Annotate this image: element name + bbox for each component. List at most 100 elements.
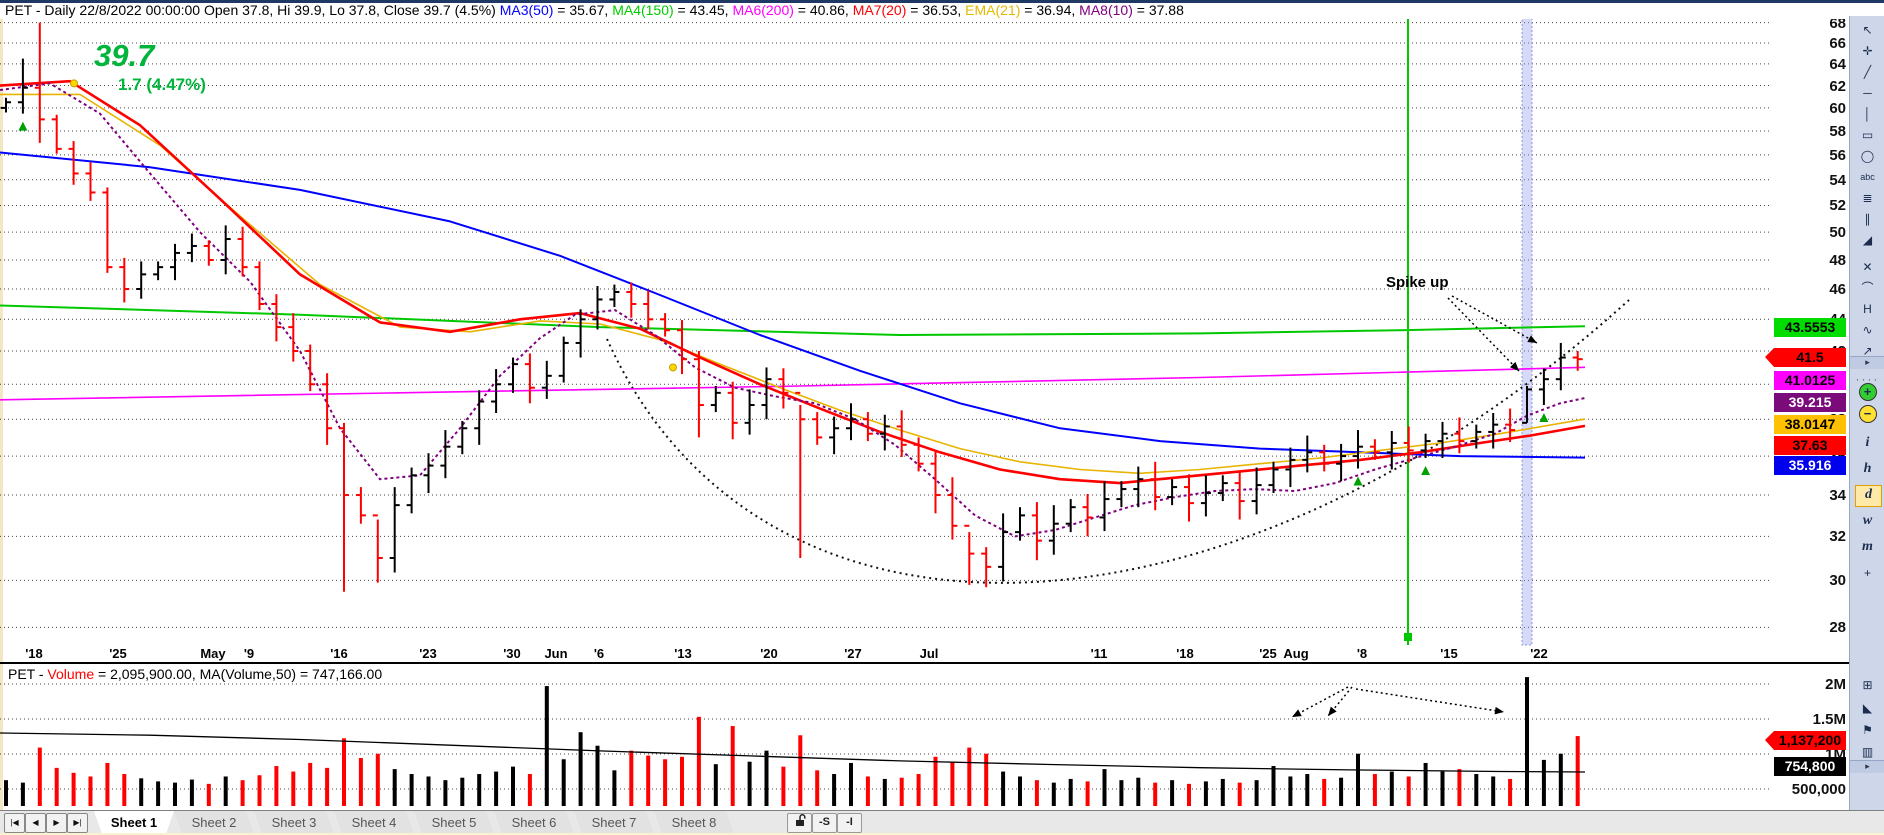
zoom-in-icon: +	[1858, 383, 1877, 401]
toolbar-channel-tool-icon[interactable]: ∥	[1864, 212, 1871, 226]
volume-header: PET - Volume = 2,095,900.00, MA(Volume,5…	[8, 666, 382, 682]
toolbar-arc-tool-icon[interactable]: ⌒	[1861, 281, 1874, 295]
toolbar-timeframe-hourly-button[interactable]: h	[1863, 461, 1872, 476]
price-tag: 41.5	[1765, 347, 1846, 367]
price-axis-label: 28	[1829, 619, 1846, 637]
toolbar-timeframe-monthly-button[interactable]: m	[1862, 539, 1873, 554]
title-segment: = 43.45,	[673, 2, 733, 18]
toolbar-timeframe-daily-button[interactable]: d	[1855, 485, 1882, 507]
tab-sheet-8[interactable]: Sheet 8	[654, 811, 734, 834]
price-axis-label: 46	[1829, 281, 1846, 298]
price-axis-label: 34	[1829, 487, 1846, 505]
price-axis-label: 48	[1829, 252, 1846, 269]
toolbar-trend-arrow-tool-icon[interactable]: ↗	[1862, 344, 1873, 358]
toolbar-histogram-tool-icon[interactable]: ▥	[1861, 745, 1874, 759]
toolbar-grid-tool-icon[interactable]: ⊞	[1862, 678, 1873, 692]
time-axis-label: '13	[674, 646, 692, 661]
title-segment: MA6(200)	[732, 2, 794, 18]
tab-sheet-2[interactable]: Sheet 2	[174, 811, 254, 834]
price-axis-label: 64	[1829, 55, 1846, 73]
price-tag: 41.0125	[1774, 370, 1846, 390]
volume-header-segment: PET -	[8, 666, 48, 682]
toolbar-fibonacci-tool-icon[interactable]: ≣	[1862, 191, 1873, 205]
toolbar-zoom-in-icon[interactable]: +	[1855, 382, 1880, 402]
toolbar-drag-handle-icon[interactable]: ····	[1855, 372, 1880, 386]
toolbar-horizontal-line-tool-icon[interactable]: ─	[1863, 86, 1872, 100]
toolbar-timeframe-weekly-button[interactable]: w	[1862, 513, 1873, 528]
title-segment: MA8(10)	[1079, 2, 1133, 18]
time-axis-label: '11	[1090, 646, 1108, 661]
zoom-out-icon: −	[1858, 405, 1877, 423]
time-axis-label: '22	[1530, 646, 1548, 661]
time-axis-label: '8	[1356, 646, 1368, 661]
toolbar-ellipse-tool-icon[interactable]: ◯	[1860, 149, 1875, 163]
toolbar-rectangle-tool-icon[interactable]: ▭	[1861, 128, 1874, 142]
toolbar-cross-tool-icon[interactable]: ✕	[1862, 260, 1873, 274]
toolbar-zigzag-tool-icon[interactable]: ∿	[1862, 323, 1873, 337]
toolbar-expand-strip-icon[interactable]: ▸	[1850, 356, 1884, 369]
price-tag: 43.5553	[1774, 317, 1846, 337]
toolbar-vertical-line-tool-icon[interactable]: │	[1863, 107, 1872, 121]
volume-axis-label: 500,000	[1791, 781, 1846, 798]
indicator-toggle-button[interactable]: -I	[837, 813, 862, 833]
scale-toggle-button[interactable]: -S	[812, 813, 837, 833]
price-axis-label: 30	[1829, 572, 1846, 590]
price-axis-label: 60	[1829, 99, 1846, 117]
title-segment: = 36.53,	[906, 2, 966, 18]
time-axis-label: '25	[109, 646, 127, 661]
tab-sheet-5[interactable]: Sheet 5	[414, 811, 494, 834]
price-axis-label: 52	[1829, 197, 1846, 215]
price-axis-label: 50	[1829, 224, 1846, 242]
tag-pointer	[1765, 347, 1774, 367]
title-segment: MA4(150)	[612, 2, 674, 18]
toolbar-trendline-tool-icon[interactable]: ╱	[1863, 65, 1872, 79]
unlock-icon	[795, 814, 806, 826]
toolbar-crosshair-tool-icon[interactable]: ✛	[1862, 44, 1873, 58]
time-axis-label: '20	[760, 646, 778, 661]
time-axis-label: '9	[243, 646, 255, 661]
tag-pointer	[1765, 730, 1774, 750]
tab-nav-button-0[interactable]: |◀	[4, 813, 25, 833]
tab-sheet-6[interactable]: Sheet 6	[494, 811, 574, 834]
toolbar-high-low-tool-icon[interactable]: H	[1863, 302, 1872, 316]
price-tag: 38.0147	[1774, 414, 1846, 434]
title-segment: = 37.88	[1132, 2, 1184, 18]
time-axis-label: Jul	[919, 646, 939, 661]
tab-sheet-3[interactable]: Sheet 3	[254, 811, 334, 834]
time-axis-label: May	[200, 646, 226, 661]
time-axis-label: '15	[1440, 646, 1458, 661]
title-segment: PET - Daily 22/8/2022 00:00:00 Open 37.8…	[5, 2, 500, 18]
volume-header-segment: = 2,095,900.00, MA(Volume,50) = 747,166.…	[94, 666, 383, 682]
tab-nav-button-1[interactable]: ◀	[25, 813, 46, 833]
window-left-border	[0, 0, 3, 835]
time-axis-label: '23	[419, 646, 437, 661]
title-segment: EMA(21)	[965, 2, 1021, 18]
tab-sheet-4[interactable]: Sheet 4	[334, 811, 414, 834]
price-tag: 39.215	[1774, 392, 1846, 412]
toolbar-crosshair-plus-icon[interactable]: +	[1863, 566, 1871, 580]
tab-sheet-7[interactable]: Sheet 7	[574, 811, 654, 834]
tab-nav-button-3[interactable]: ▶|	[67, 813, 88, 833]
toolbar-flag-tool-icon[interactable]: ⚑	[1862, 723, 1873, 737]
last-price-label: 39.7	[94, 38, 155, 73]
title-segment: = 36.94,	[1020, 2, 1080, 18]
toolbar-pointer-tool-icon[interactable]: ↖	[1862, 23, 1873, 37]
price-axis-label: 66	[1829, 34, 1846, 52]
price-axis-label: 56	[1829, 146, 1846, 164]
toolbar-expand-strip2-icon[interactable]: ▸	[1850, 760, 1884, 773]
toolbar-timeframe-intraday-button[interactable]: i	[1865, 435, 1870, 450]
toolbar-text-tool-icon[interactable]: abc	[1860, 172, 1875, 182]
time-axis-label: '6	[593, 646, 605, 661]
price-tag: 37.63	[1774, 435, 1846, 455]
tab-sheet-1[interactable]: Sheet 1	[94, 811, 174, 834]
toolbar-zoom-out-icon[interactable]: −	[1855, 404, 1880, 424]
price-axis-label: 54	[1829, 171, 1846, 189]
time-axis-label: '27	[844, 646, 862, 661]
toolbar-wedge-tool-icon[interactable]: ◢	[1862, 233, 1873, 247]
time-axis-label: '18	[25, 646, 43, 661]
unlock-button[interactable]	[787, 813, 812, 833]
toolbar-fan-lines-tool-icon[interactable]: ◣	[1862, 701, 1873, 715]
tab-nav-button-2[interactable]: ▶	[46, 813, 67, 833]
